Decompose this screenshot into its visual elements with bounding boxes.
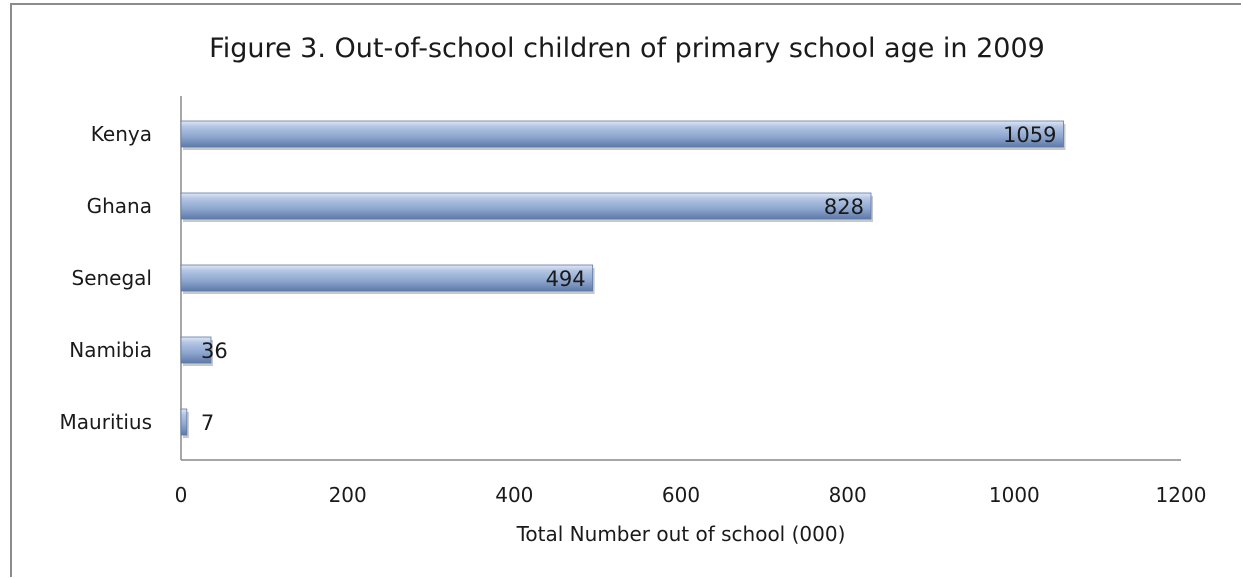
x-tick-label: 600 bbox=[662, 483, 700, 507]
data-label: 494 bbox=[546, 267, 586, 291]
x-axis-title: Total Number out of school (000) bbox=[516, 522, 846, 546]
bar-namibia bbox=[180, 336, 212, 364]
category-labels: Kenya Ghana Senegal Namibia Mauritius bbox=[60, 122, 152, 434]
x-tick-label: 400 bbox=[495, 483, 533, 507]
chart-title: Figure 3. Out-of-school children of prim… bbox=[209, 33, 1045, 64]
bar-kenya bbox=[180, 120, 1064, 148]
category-label: Kenya bbox=[91, 122, 152, 146]
category-label: Mauritius bbox=[60, 410, 152, 434]
x-tick-label: 1000 bbox=[989, 483, 1040, 507]
data-label: 7 bbox=[201, 411, 214, 435]
data-label: 1059 bbox=[1003, 123, 1056, 147]
bar-senegal bbox=[180, 264, 594, 292]
x-tick-label: 800 bbox=[829, 483, 867, 507]
data-label: 828 bbox=[824, 195, 864, 219]
x-tick-label: 200 bbox=[329, 483, 367, 507]
bars bbox=[180, 120, 1066, 438]
category-label: Senegal bbox=[72, 266, 153, 290]
x-tick-label: 1200 bbox=[1156, 483, 1207, 507]
x-tick-labels: 0 200 400 600 800 1000 1200 bbox=[175, 483, 1207, 507]
x-tick-label: 0 bbox=[175, 483, 188, 507]
bar-mauritius bbox=[180, 408, 188, 436]
bar-ghana bbox=[180, 192, 872, 220]
category-label: Ghana bbox=[87, 194, 152, 218]
data-label: 36 bbox=[201, 339, 228, 363]
data-labels: 1059 828 494 36 7 bbox=[201, 123, 1057, 435]
category-label: Namibia bbox=[69, 338, 152, 362]
